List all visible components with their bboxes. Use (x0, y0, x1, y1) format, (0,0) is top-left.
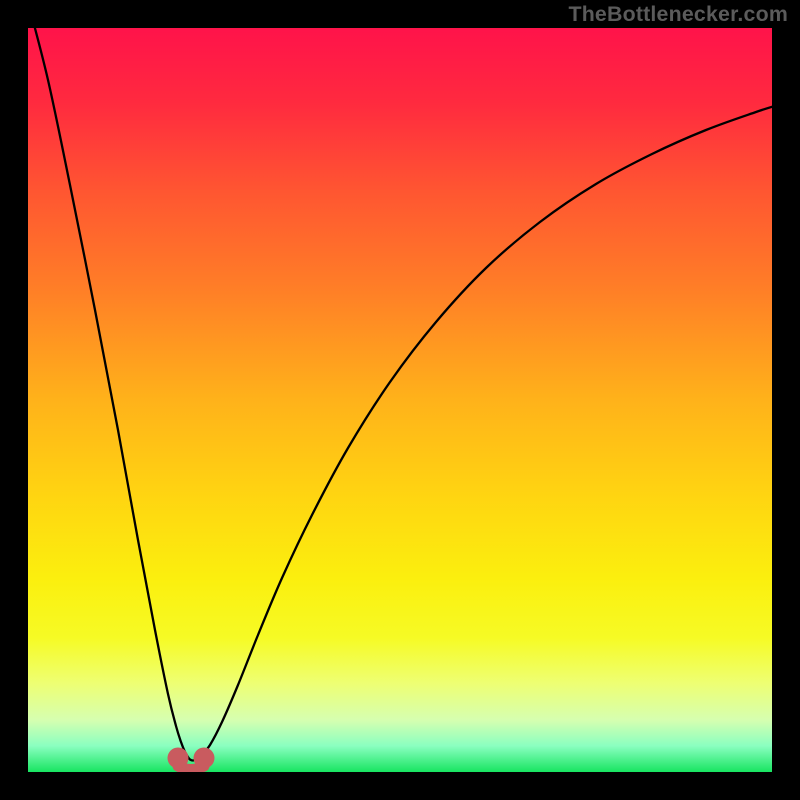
foot-marker-right (194, 748, 215, 769)
watermark-text: TheBottlenecker.com (568, 2, 788, 27)
chart-stage: TheBottlenecker.com (0, 0, 800, 800)
gradient-background (28, 28, 772, 772)
bottleneck-chart (0, 0, 800, 800)
foot-marker-left (168, 748, 189, 769)
plot-area (28, 2, 778, 772)
